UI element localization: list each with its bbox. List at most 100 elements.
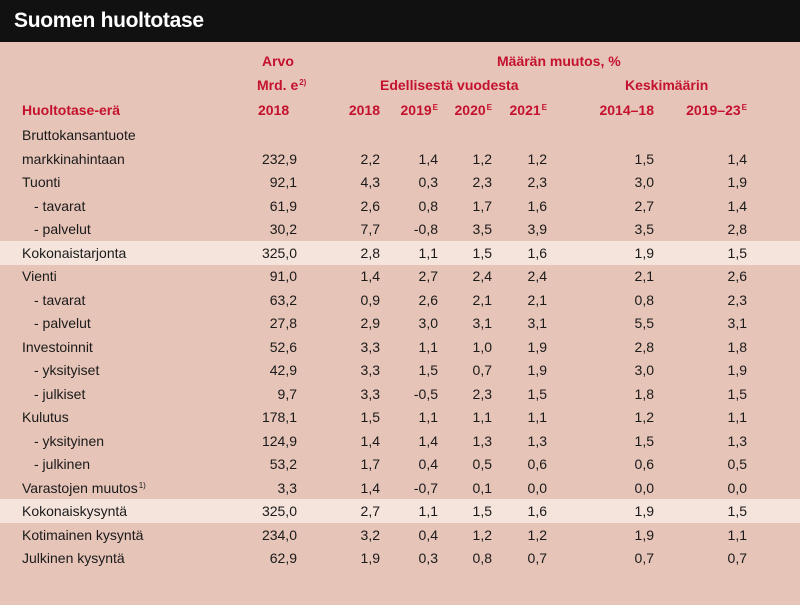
- change-cell: 2,9: [360, 315, 380, 331]
- value-cell: 61,9: [269, 197, 297, 214]
- value-cell: 30,2: [269, 221, 297, 237]
- row-label: - palvelut: [34, 220, 91, 238]
- value-cell: 232,9: [261, 150, 297, 167]
- change-cell: 0,4: [418, 456, 438, 472]
- change-cell: 2,1: [472, 291, 492, 308]
- change-cell: 2,4: [527, 268, 547, 284]
- change-cell: -0,7: [413, 479, 438, 496]
- change-cell: 2,6: [727, 268, 747, 284]
- row-label-text: Vienti: [22, 268, 57, 284]
- change-cell: 1,1: [418, 244, 438, 261]
- change-cell: 2,3: [727, 291, 747, 308]
- change-cell: 1,0: [472, 338, 492, 355]
- column-header-label: 2020: [454, 102, 486, 118]
- change-cell: 2,3: [472, 174, 492, 190]
- change-cell: 3,0: [634, 174, 654, 190]
- change-cell: 2,1: [527, 291, 547, 308]
- value-cell: 63,2: [269, 291, 297, 308]
- change-cell: 1,3: [727, 432, 747, 449]
- row-label: Kulutus: [22, 408, 69, 426]
- value-cell: 53,2: [269, 456, 297, 472]
- value-cell: 325,0: [261, 503, 297, 519]
- row-label-text: - yksityiset: [34, 362, 100, 378]
- change-cell: 0,7: [634, 550, 654, 566]
- change-cell: 2,8: [360, 244, 380, 261]
- change-cell: 1,7: [360, 456, 380, 472]
- change-cell: 5,5: [634, 315, 654, 331]
- row-label-text: Kokonaistarjonta: [22, 244, 127, 261]
- value-cell: 62,9: [269, 550, 297, 566]
- change-cell: 0,1: [472, 479, 492, 496]
- value-cell: 124,9: [261, 432, 297, 449]
- change-cell: 2,2: [360, 150, 380, 167]
- change-cell: 1,1: [527, 409, 547, 425]
- header-mrd-footnote: 2): [299, 78, 307, 87]
- change-cell: 1,8: [727, 338, 747, 355]
- change-cell: 1,9: [360, 550, 380, 566]
- value-cell: 27,8: [269, 315, 297, 331]
- change-cell: 1,3: [527, 432, 547, 449]
- change-cell: 2,8: [634, 338, 654, 355]
- row-label-text: - palvelut: [34, 221, 91, 237]
- change-cell: 0,0: [727, 479, 747, 496]
- value-cell: 325,0: [261, 244, 297, 261]
- change-cell: 0,6: [634, 456, 654, 472]
- change-cell: 0,7: [472, 362, 492, 378]
- change-cell: 0,0: [527, 479, 547, 496]
- change-cell: 1,6: [527, 503, 547, 519]
- value-cell: 3,3: [277, 479, 297, 496]
- row-label-text: Kotimainen kysyntä: [22, 526, 144, 543]
- column-header: 2014–18: [599, 101, 654, 119]
- change-cell: 1,4: [418, 432, 438, 449]
- row-label-text: - tavarat: [34, 291, 86, 308]
- value-cell: 92,1: [269, 174, 297, 190]
- row-label: Varastojen muutos1): [22, 479, 146, 500]
- column-header-footnote: E: [741, 103, 747, 112]
- row-label-text: Investoinnit: [22, 338, 93, 355]
- row-label: Kotimainen kysyntä: [22, 526, 143, 544]
- change-cell: 3,2: [360, 526, 380, 543]
- row-label: Bruttokansantuote: [22, 126, 136, 144]
- row-label: - julkiset: [34, 385, 85, 403]
- value-cell: 91,0: [269, 268, 297, 284]
- header-mrd: Mrd. e2): [257, 76, 306, 97]
- change-cell: 2,3: [472, 385, 492, 402]
- row-label-text: Bruttokansantuote: [22, 127, 136, 143]
- change-cell: 1,4: [360, 432, 380, 449]
- change-cell: 1,9: [727, 174, 747, 190]
- change-cell: 0,5: [472, 456, 492, 472]
- column-header-label: 2014–18: [599, 102, 654, 118]
- column-header-label: 2019–23: [686, 102, 741, 118]
- column-header-footnote: E: [432, 103, 438, 112]
- row-label: Investoinnit: [22, 338, 93, 356]
- row-label-text: - yksityinen: [34, 432, 105, 449]
- row-label-text: - julkinen: [34, 456, 91, 472]
- column-header: 2021E: [510, 101, 548, 122]
- header-arvo: Arvo: [262, 53, 294, 69]
- change-cell: 1,2: [472, 526, 492, 543]
- change-cell: 0,4: [418, 526, 438, 543]
- change-cell: 0,5: [727, 456, 747, 472]
- column-header: 2020E: [455, 101, 493, 122]
- change-cell: 1,6: [527, 244, 547, 261]
- row-label-text: - julkiset: [34, 385, 86, 402]
- row-label: - palvelut: [34, 314, 91, 332]
- change-cell: 3,1: [472, 315, 492, 331]
- value-cell: 52,6: [269, 338, 297, 355]
- header-value-year: 2018: [258, 102, 290, 118]
- change-cell: 1,2: [472, 150, 492, 167]
- change-cell: 1,9: [634, 526, 654, 543]
- change-cell: 1,1: [418, 409, 438, 425]
- change-cell: 3,1: [727, 315, 747, 331]
- column-header: 2018: [349, 101, 380, 119]
- column-header: 2019–23E: [686, 101, 747, 122]
- change-cell: 1,5: [727, 503, 747, 519]
- change-cell: 1,5: [727, 385, 747, 402]
- change-cell: 1,9: [634, 244, 654, 261]
- change-cell: 0,7: [527, 550, 547, 566]
- column-header-footnote: E: [541, 103, 547, 112]
- row-label-text: Tuonti: [22, 174, 61, 190]
- change-cell: 1,9: [727, 362, 747, 378]
- change-cell: 1,8: [634, 385, 654, 402]
- row-label-text: - palvelut: [34, 315, 91, 331]
